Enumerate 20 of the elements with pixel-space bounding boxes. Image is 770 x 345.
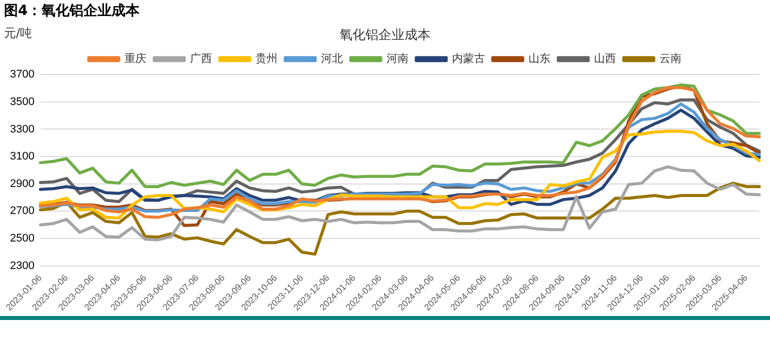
chart-subtitle: 氧化铝企业成本	[340, 28, 430, 44]
y-tick-label: 2300	[10, 260, 34, 272]
y-axis-title: 元/吨	[4, 26, 32, 40]
y-tick-label: 3300	[10, 123, 34, 136]
y-tick-label: 2900	[10, 178, 34, 190]
y-tick-label: 3700	[10, 68, 34, 81]
legend-label: 山西	[594, 52, 616, 65]
y-tick-label: 3500	[10, 96, 34, 108]
y-tick-label: 2500	[10, 232, 34, 245]
y-tick-label: 3100	[10, 150, 34, 163]
legend-label: 内蒙古	[452, 52, 485, 65]
legend-label: 河北	[320, 52, 343, 65]
legend-label: 云南	[659, 52, 682, 65]
chart-title: 图4：氧化铝企业成本	[4, 2, 140, 20]
y-tick-label: 2700	[10, 205, 34, 218]
legend-label: 贵州	[255, 52, 278, 65]
legend-label: 河南	[386, 52, 408, 65]
legend-label: 重庆	[124, 52, 146, 65]
legend-label: 广西	[190, 52, 212, 65]
legend-label: 山东	[528, 52, 550, 65]
